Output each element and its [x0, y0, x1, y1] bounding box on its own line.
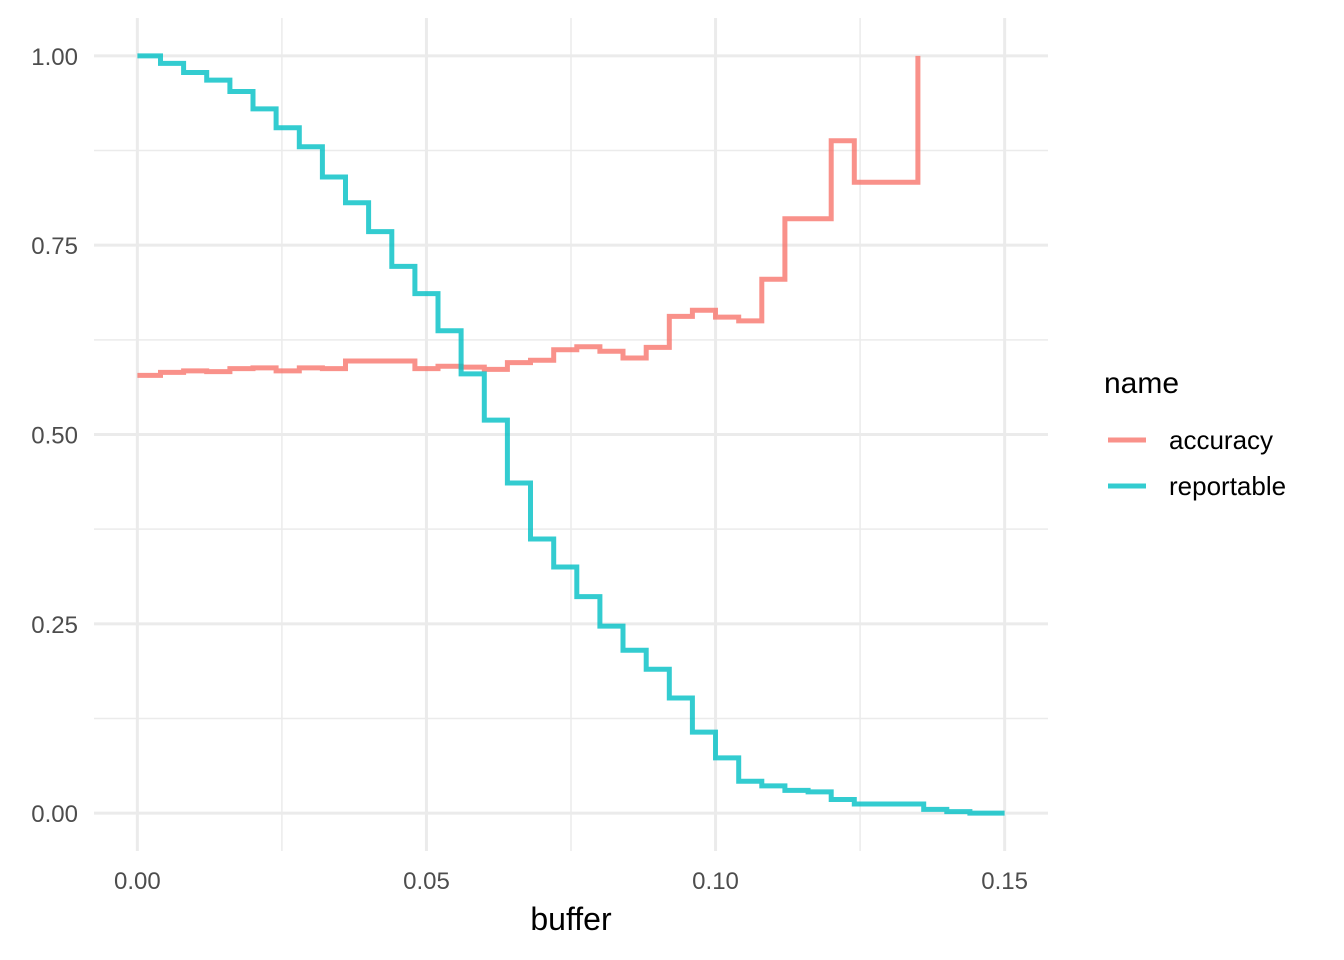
x-tick-label: 0.15 [981, 868, 1028, 895]
x-tick-label: 0.10 [692, 868, 739, 895]
y-tick-label: 1.00 [31, 44, 78, 71]
x-tick-label: 0.05 [403, 868, 450, 895]
x-axis-ticks: 0.00 0.05 0.10 0.15 [114, 868, 1028, 895]
legend: name accuracy reportable [1104, 367, 1286, 501]
series-layer [137, 53, 1005, 816]
minor-gridlines [94, 18, 1048, 851]
x-tick-label: 0.00 [114, 868, 161, 895]
x-axis-title: buffer [530, 901, 612, 937]
y-tick-label: 0.75 [31, 233, 78, 260]
y-tick-label: 0.25 [31, 612, 78, 639]
y-tick-label: 0.00 [31, 801, 78, 828]
major-gridlines [94, 18, 1048, 851]
legend-title: name [1104, 367, 1179, 400]
legend-label-reportable: reportable [1169, 471, 1286, 501]
legend-items: accuracy reportable [1108, 425, 1286, 501]
series-line-reportable [137, 53, 1005, 816]
series-line-accuracy [137, 55, 921, 378]
y-tick-label: 0.50 [31, 423, 78, 450]
y-axis-ticks: 0.00 0.25 0.50 0.75 1.00 [31, 44, 78, 828]
legend-label-accuracy: accuracy [1169, 425, 1273, 455]
